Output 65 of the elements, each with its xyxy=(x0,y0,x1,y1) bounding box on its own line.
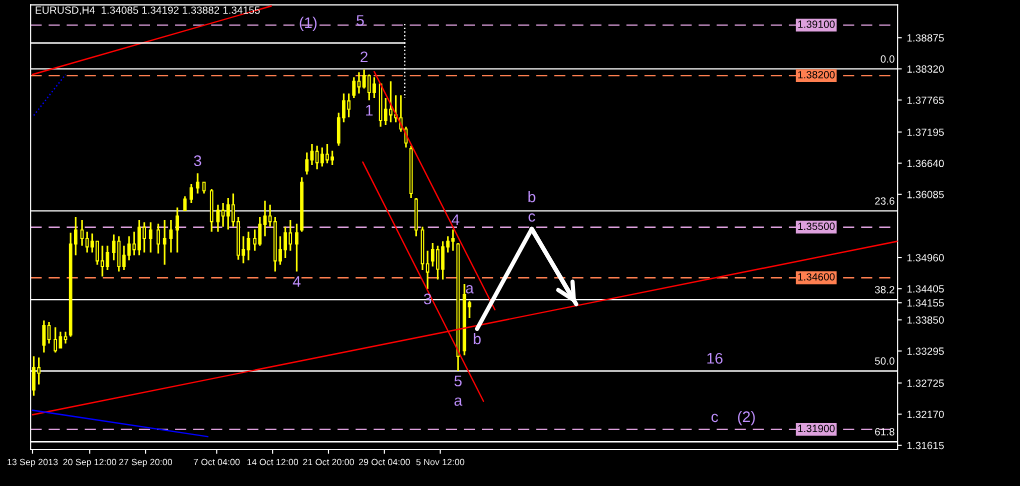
annotation: a xyxy=(465,285,474,294)
candlestick xyxy=(156,223,160,255)
y-tick-label: 1.34960 xyxy=(907,254,944,262)
ref-line-label: 1.31900 xyxy=(798,424,835,433)
y-tick-label: 1.36640 xyxy=(907,159,944,168)
candlestick xyxy=(148,221,153,254)
ref-line-label: 1.34600 xyxy=(798,273,835,281)
candlestick xyxy=(283,225,287,259)
annotation: 16 xyxy=(707,352,723,364)
annotation: 4 xyxy=(451,214,460,225)
ref-line-label: 1.38200 xyxy=(798,71,835,79)
y-tick-label: 1.32170 xyxy=(907,410,944,419)
y-tick-label: 1.33850 xyxy=(907,316,944,324)
annotation: 38.2 xyxy=(874,286,895,294)
x-tick-label: 13 Sep 2013 xyxy=(7,458,58,467)
annotation: a xyxy=(454,397,463,406)
y-tick-label: 1.31615 xyxy=(907,441,944,450)
x-tick-label: 29 Oct 04:00 xyxy=(359,458,410,466)
annotation: (2) xyxy=(738,410,755,426)
candlestick xyxy=(73,216,78,257)
annotation: 0.0 xyxy=(880,55,895,63)
annotation: c xyxy=(711,413,719,423)
x-tick-label: 20 Sep 12:00 xyxy=(63,458,117,467)
y-tick-label: 1.36085 xyxy=(907,190,944,199)
annotation: 5 xyxy=(454,375,462,387)
annotation: 2 xyxy=(360,51,368,63)
ref-line-label: 1.39100 xyxy=(798,20,835,28)
annotation: 23.6 xyxy=(875,197,895,205)
candlestick xyxy=(241,235,246,264)
y-tick-label: 1.33295 xyxy=(907,347,944,355)
annotation: 5 xyxy=(356,15,364,26)
candlestick xyxy=(169,219,173,254)
ref-line-label: 1.35500 xyxy=(798,222,835,230)
x-tick-label: 14 Oct 12:00 xyxy=(247,458,299,466)
candlestick xyxy=(189,183,193,204)
candlestick xyxy=(162,219,167,266)
y-tick-label: 1.38875 xyxy=(907,34,944,42)
candlestick xyxy=(425,249,430,290)
annotation: 50.0 xyxy=(874,357,895,365)
candlestick xyxy=(288,219,293,252)
x-tick-label: 21 Oct 20:00 xyxy=(303,458,354,466)
candlestick xyxy=(105,244,110,271)
annotation: b xyxy=(473,333,481,345)
annotation: b xyxy=(528,191,536,203)
candlestick xyxy=(295,223,299,273)
y-tick-label: 1.34155 xyxy=(907,299,944,307)
annotation: c xyxy=(528,213,536,222)
annotation: 3 xyxy=(193,155,202,167)
candlestick xyxy=(430,242,435,268)
annotation: 61.8 xyxy=(875,428,895,436)
x-tick-label: 5 Nov 12:00 xyxy=(416,458,465,466)
y-tick-label: 1.34405 xyxy=(907,285,944,293)
candlestick xyxy=(175,206,180,254)
y-tick-label: 1.38320 xyxy=(907,65,944,73)
annotation: 4 xyxy=(292,276,301,287)
x-tick-label: 7 Oct 04:00 xyxy=(193,458,240,466)
annotation: (1) xyxy=(299,16,317,32)
candlestick xyxy=(195,172,200,195)
chart-title: EURUSD,H4 1.34085 1.34192 1.33882 1.34155 xyxy=(35,6,260,16)
y-tick-label: 1.32725 xyxy=(907,379,944,387)
annotation: 1 xyxy=(366,105,373,116)
x-tick-label: 27 Sep 20:00 xyxy=(119,458,173,467)
y-tick-label: 1.37765 xyxy=(907,96,944,104)
y-tick-label: 1.37195 xyxy=(907,128,944,136)
candlestick xyxy=(100,244,105,278)
